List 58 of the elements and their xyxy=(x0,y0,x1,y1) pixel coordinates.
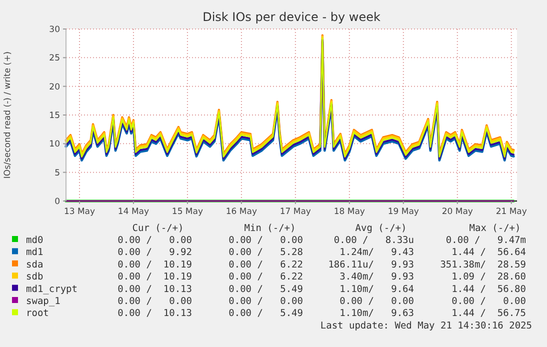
text: 0.00 / 10.13 xyxy=(118,308,192,320)
text: 1.44 / 56.64 xyxy=(452,247,526,258)
legend-label: root xyxy=(26,308,49,320)
text: Last update: Wed May 21 14:30:16 2025 xyxy=(320,320,532,332)
text: 1.44 / 56.80 xyxy=(452,284,526,295)
chart-title: Disk IOs per device - by week xyxy=(202,10,380,24)
text: 1.10m/ 9.64 xyxy=(340,284,414,295)
x-tick-label: 17 May xyxy=(280,207,311,217)
y-tick-label: 10 xyxy=(49,140,60,150)
legend-label: sdb xyxy=(26,272,44,283)
x-tick-label: 16 May xyxy=(226,207,257,217)
text: 0.00 / 8.33u xyxy=(334,235,414,246)
text: 1.24m/ 9.43 xyxy=(340,247,414,258)
text: 0.00 / 10.13 xyxy=(118,284,192,295)
x-tick-label: 20 May xyxy=(442,207,473,217)
x-tick-label: 18 May xyxy=(334,207,365,217)
legend-label: swap_1 xyxy=(26,296,61,307)
y-tick-label: 25 xyxy=(49,54,60,64)
text: 1.10m/ 9.63 xyxy=(340,308,414,320)
text: 0.00 / 5.49 xyxy=(228,308,304,320)
x-tick-label: 19 May xyxy=(388,207,419,217)
legend-label: md1_crypt xyxy=(26,284,78,295)
text: 186.11u/ 9.93 xyxy=(328,259,414,270)
text: 0.00 / 5.49 xyxy=(228,284,304,295)
x-tick-label: 13 May xyxy=(64,207,96,217)
text: 0.00 / 6.22 xyxy=(228,259,303,270)
y-axis-title: IOs/second read (-) / write (+) xyxy=(3,51,13,179)
text: Cur (-/+) xyxy=(132,222,184,234)
text: 0.00 / 0.00 xyxy=(228,235,304,246)
legend-label: md0 xyxy=(26,235,44,246)
text: 0.00 / 0.00 xyxy=(118,235,192,246)
text: 0.00 / 9.47m xyxy=(446,235,526,246)
x-tick-label: 15 May xyxy=(172,207,204,217)
text: Min (-/+) xyxy=(244,222,296,234)
y-tick-label: 15 xyxy=(49,110,60,121)
text: 0.00 / 0.00 xyxy=(118,296,192,307)
x-tick-label: 21 May xyxy=(496,207,527,217)
text: Max (-/+) xyxy=(469,222,521,234)
text: 1.09 / 28.60 xyxy=(452,272,526,283)
legend-label: sda xyxy=(26,259,44,270)
text: 0.00 / 5.28 xyxy=(228,247,304,258)
legend-label: md1 xyxy=(26,247,44,258)
text: 0.00 / 6.22 xyxy=(228,272,303,283)
y-tick-label: 20 xyxy=(49,82,60,92)
y-tick-label: 0 xyxy=(54,196,60,207)
y-tick-label: 5 xyxy=(54,168,60,178)
text: 1.44 / 56.75 xyxy=(452,308,526,320)
y-tick-label: 30 xyxy=(49,24,60,35)
text: 0.00 / 10.19 xyxy=(118,272,192,283)
text: 0.00 / 0.00 xyxy=(340,296,414,307)
text: 0.00 / 10.19 xyxy=(118,259,192,270)
x-tick-label: 14 May xyxy=(118,207,150,217)
text: 0.00 / 0.00 xyxy=(452,296,526,307)
text: 351.38m/ 28.59 xyxy=(440,259,526,270)
text: 0.00 / 9.92 xyxy=(118,247,192,258)
text: 0.00 / 0.00 xyxy=(228,296,304,307)
text: Avg (-/+) xyxy=(355,222,407,234)
text: 3.40m/ 9.93 xyxy=(340,272,414,283)
